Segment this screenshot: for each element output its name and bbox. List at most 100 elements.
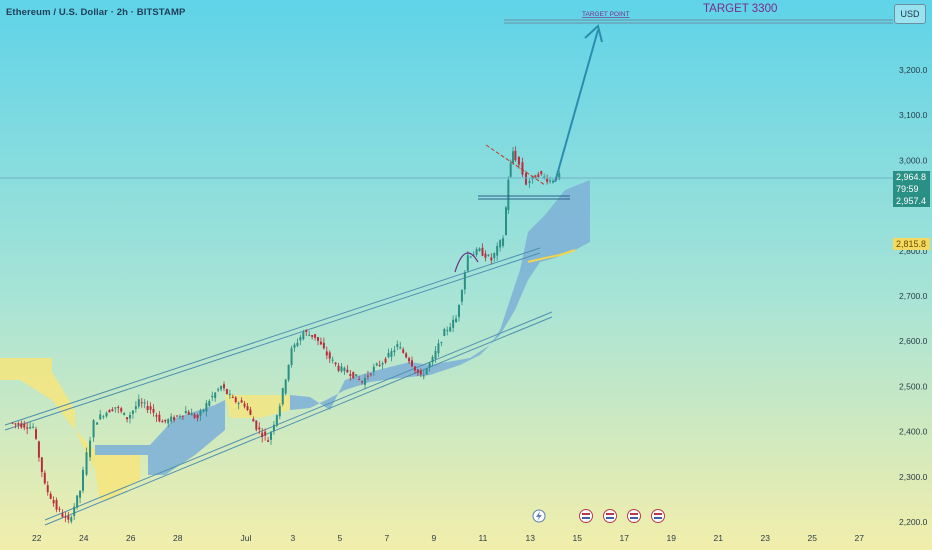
candle <box>364 378 366 385</box>
candle <box>111 409 114 412</box>
candle <box>475 249 478 255</box>
time-tick-label: 24 <box>79 533 89 543</box>
support-price-badge: 2,815.8 <box>893 238 930 250</box>
candle <box>390 351 393 357</box>
candle <box>537 174 540 177</box>
flag-icon-stripe <box>654 517 662 519</box>
candle <box>546 178 549 182</box>
candle <box>37 441 40 458</box>
candle <box>126 417 129 420</box>
candle <box>308 334 311 336</box>
bar-countdown: 79:59 <box>896 184 919 194</box>
candle <box>502 238 505 246</box>
candle <box>258 427 261 430</box>
candle <box>558 173 561 180</box>
candle <box>211 395 214 398</box>
candle <box>249 409 252 415</box>
target-point-label: TARGET POINT <box>582 11 629 18</box>
candle <box>11 422 14 424</box>
candle <box>114 407 117 409</box>
candle <box>434 350 437 359</box>
candle <box>452 319 455 328</box>
flag-icon-stripe <box>654 513 662 515</box>
candle <box>220 385 223 390</box>
candle <box>82 469 84 491</box>
candle <box>181 415 184 417</box>
candle <box>543 176 546 178</box>
candle <box>469 256 472 258</box>
candle <box>361 381 364 383</box>
candle <box>281 388 284 405</box>
candle <box>540 171 543 175</box>
candle <box>512 151 515 163</box>
bearish-cloud <box>0 358 140 500</box>
candle <box>507 179 510 211</box>
candle <box>399 347 402 349</box>
candle <box>472 254 475 256</box>
candle <box>155 415 158 417</box>
candle <box>296 342 299 346</box>
candle <box>478 248 481 251</box>
candle <box>287 364 290 380</box>
candle <box>43 472 46 484</box>
candle <box>58 508 61 510</box>
candle <box>416 369 419 373</box>
candle <box>79 490 82 498</box>
flag-icon-stripe <box>630 517 638 519</box>
candle <box>443 329 446 336</box>
candle <box>102 416 105 418</box>
candle <box>46 485 49 493</box>
candle <box>49 493 52 499</box>
flag-icon-circle <box>603 509 617 523</box>
price-level-2957: 2,957.4 <box>896 196 927 206</box>
candle <box>343 367 346 372</box>
candle <box>146 405 149 410</box>
bullish-cloud <box>290 180 590 410</box>
candle <box>334 362 337 365</box>
candle <box>311 335 314 337</box>
time-tick-label: Jul <box>241 533 252 543</box>
candle <box>152 408 155 413</box>
time-tick-label: 23 <box>761 533 771 543</box>
time-tick-label: 17 <box>620 533 630 543</box>
candle <box>366 375 369 377</box>
candle <box>32 426 35 428</box>
candle <box>499 240 502 248</box>
candle <box>314 334 317 338</box>
price-tick-label: 2,300.0 <box>899 472 928 482</box>
currency-button[interactable]: USD <box>894 4 926 24</box>
time-tick-label: 9 <box>432 533 437 543</box>
candle <box>396 344 399 347</box>
flag-icon-stripe <box>582 517 590 519</box>
candle <box>319 341 322 345</box>
curve-marker <box>454 252 479 273</box>
candle <box>14 423 17 425</box>
candle <box>246 406 249 410</box>
candle <box>524 173 527 185</box>
flag-icon-stripe <box>630 513 638 515</box>
candle <box>534 175 537 179</box>
candle <box>349 374 352 376</box>
candle <box>161 421 164 423</box>
candle <box>393 350 396 353</box>
time-tick-label: 26 <box>126 533 136 543</box>
candle <box>223 384 225 389</box>
candle <box>372 366 375 372</box>
symbol-title[interactable]: Ethereum / U.S. Dollar · 2h · BITSTAMP <box>6 7 186 18</box>
candle <box>413 366 416 371</box>
flag-icon <box>651 509 665 523</box>
candle <box>549 180 552 182</box>
candle <box>20 423 23 428</box>
candle <box>322 342 325 349</box>
candle <box>261 432 264 438</box>
projection-arrow-line <box>554 29 599 183</box>
candle <box>237 403 240 405</box>
candle <box>278 406 281 417</box>
projection-arrow-head <box>584 24 603 43</box>
candle <box>328 352 331 359</box>
candle <box>76 495 79 508</box>
candle <box>487 254 490 256</box>
candle <box>484 253 487 258</box>
flag-icon-circle <box>627 509 641 523</box>
